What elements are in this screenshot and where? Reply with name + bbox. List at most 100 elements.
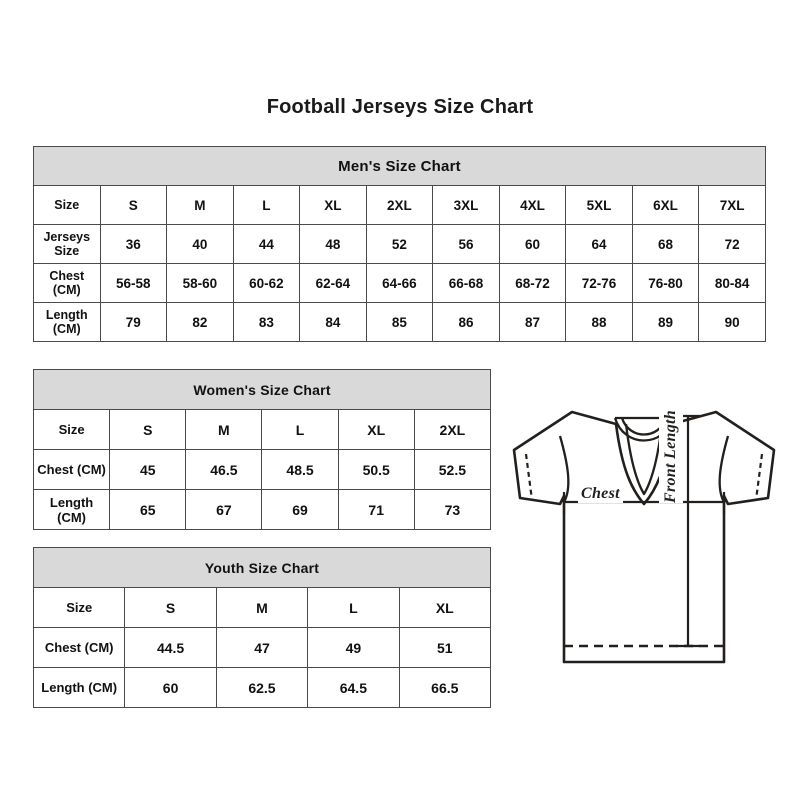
column-header-s: S	[109, 409, 187, 450]
cell: 89	[631, 302, 700, 342]
row-label-jerseys-size: Jerseys Size	[33, 224, 101, 264]
row-label-chest: Chest (CM)	[32, 627, 126, 668]
table-row: Jerseys Size 36 40 44 48 52 56 60 64 68 …	[33, 224, 766, 264]
cell: 82	[166, 302, 234, 342]
youth-size-table: Youth Size Chart Size S M L XL Chest (CM…	[32, 547, 492, 708]
table-row: Length (CM) 65 67 69 71 73	[32, 489, 492, 530]
cell: 47	[215, 627, 309, 668]
cell: 65	[109, 489, 187, 530]
cell: 50.5	[337, 449, 415, 490]
table-band-row: Women's Size Chart	[33, 369, 491, 410]
cell: 68-72	[498, 263, 567, 303]
table-row: Chest (CM) 45 46.5 48.5 50.5 52.5	[32, 449, 492, 490]
mens-table-title: Men's Size Chart	[33, 146, 766, 186]
column-header-size: Size	[33, 185, 101, 225]
cell: 36	[99, 224, 168, 264]
column-header-size: Size	[32, 587, 126, 628]
jersey-illustration-svg	[512, 410, 776, 664]
cell: 71	[337, 489, 415, 530]
cell: 51	[398, 627, 492, 668]
column-header-l: L	[307, 587, 400, 628]
cell: 40	[166, 224, 234, 264]
cell: 72	[698, 224, 766, 264]
jersey-outline	[512, 410, 776, 664]
neckline-inner-v-icon	[624, 423, 664, 496]
womens-size-table: Women's Size Chart Size S M L XL 2XL Che…	[32, 369, 492, 530]
mens-size-table: Men's Size Chart Size S M L XL 2XL 3XL 4…	[33, 146, 766, 342]
table-band-row: Men's Size Chart	[33, 146, 766, 186]
cell: 79	[99, 302, 168, 342]
cell: 44	[232, 224, 301, 264]
cell: 84	[299, 302, 367, 342]
column-header-size: Size	[32, 409, 111, 450]
jersey-measurement-diagram	[498, 392, 790, 692]
row-label-length: Length (CM)	[33, 302, 101, 342]
column-header-s: S	[99, 185, 168, 225]
table-header-row: Size S M L XL 2XL	[32, 409, 492, 450]
armhole-seam-left-icon	[558, 435, 570, 503]
table-header-row: Size S M L XL 2XL 3XL 4XL 5XL 6XL 7XL	[33, 185, 766, 225]
front-length-measurement-label: Front Length	[659, 410, 683, 503]
cell: 52	[365, 224, 434, 264]
cuff-stitch-left-icon	[524, 453, 534, 501]
cell: 60-62	[232, 263, 301, 303]
column-header-xl: XL	[398, 587, 492, 628]
cell: 64-66	[365, 263, 434, 303]
column-header-l: L	[261, 409, 339, 450]
cell: 76-80	[631, 263, 700, 303]
column-header-3xl: 3XL	[432, 185, 500, 225]
cell: 62.5	[215, 667, 309, 708]
cell: 58-60	[166, 263, 234, 303]
table-row: Length (CM) 79 82 83 84 85 86 87 88 89 9…	[33, 302, 766, 342]
page-title: Football Jerseys Size Chart	[266, 96, 534, 118]
cell: 56	[432, 224, 500, 264]
cell: 64.5	[307, 667, 400, 708]
cell: 87	[498, 302, 567, 342]
column-header-5xl: 5XL	[565, 185, 633, 225]
armhole-seam-right-icon	[718, 435, 730, 503]
column-header-7xl: 7XL	[698, 185, 766, 225]
row-label-length: Length (CM)	[32, 667, 126, 708]
table-row: Chest (CM) 56-58 58-60 60-62 62-64 64-66…	[33, 263, 766, 303]
column-header-m: M	[185, 409, 263, 450]
cell: 72-76	[565, 263, 633, 303]
cell: 66.5	[398, 667, 492, 708]
youth-table-title: Youth Size Chart	[33, 547, 491, 588]
cell: 44.5	[124, 627, 217, 668]
table-band-row: Youth Size Chart	[33, 547, 491, 588]
cell: 45	[109, 449, 187, 490]
cell: 49	[307, 627, 400, 668]
column-header-m: M	[166, 185, 234, 225]
cell: 52.5	[413, 449, 492, 490]
womens-table-title: Women's Size Chart	[33, 369, 491, 410]
cell: 62-64	[299, 263, 367, 303]
cell: 60	[498, 224, 567, 264]
row-label-chest: Chest (CM)	[33, 263, 101, 303]
cuff-stitch-right-icon	[754, 453, 764, 501]
column-header-6xl: 6XL	[631, 185, 700, 225]
cell: 56-58	[99, 263, 168, 303]
cell: 64	[565, 224, 633, 264]
column-header-m: M	[215, 587, 309, 628]
chest-measurement-label: Chest	[578, 485, 623, 503]
table-header-row: Size S M L XL	[32, 587, 492, 628]
column-header-xl: XL	[299, 185, 367, 225]
cell: 90	[698, 302, 766, 342]
table-row: Chest (CM) 44.5 47 49 51	[32, 627, 492, 668]
column-header-xl: XL	[337, 409, 415, 450]
cell: 60	[124, 667, 217, 708]
cell: 67	[185, 489, 263, 530]
cell: 88	[565, 302, 633, 342]
cell: 48.5	[261, 449, 339, 490]
cell: 86	[432, 302, 500, 342]
column-header-4xl: 4XL	[498, 185, 567, 225]
column-header-2xl: 2XL	[413, 409, 492, 450]
column-header-l: L	[232, 185, 301, 225]
cell: 69	[261, 489, 339, 530]
row-label-chest: Chest (CM)	[32, 449, 111, 490]
cell: 68	[631, 224, 700, 264]
row-label-length: Length (CM)	[32, 489, 111, 530]
cell: 46.5	[185, 449, 263, 490]
cell: 83	[232, 302, 301, 342]
cell: 73	[413, 489, 492, 530]
